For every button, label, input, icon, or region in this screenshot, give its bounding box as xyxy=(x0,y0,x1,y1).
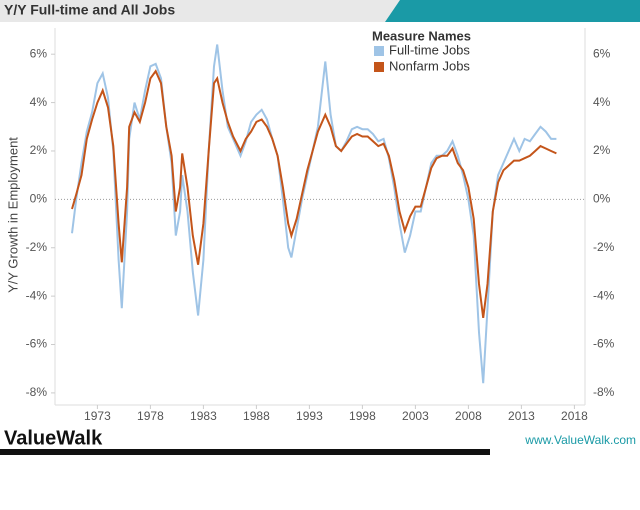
y-tick-label: 6% xyxy=(30,46,48,60)
y2-tick-label: 2% xyxy=(593,143,611,157)
y-tick-label: -8% xyxy=(26,385,48,399)
x-tick-label: 2003 xyxy=(402,409,429,423)
chart-title: Y/Y Full-time and All Jobs xyxy=(4,2,175,18)
y-axis-label: Y/Y Growth in Employment xyxy=(5,137,20,293)
x-tick-label: 1973 xyxy=(84,409,111,423)
x-tick-label: 1998 xyxy=(349,409,376,423)
y2-tick-label: -4% xyxy=(593,288,615,302)
brand: ValueWalk xyxy=(4,427,103,449)
x-tick-label: 1993 xyxy=(296,409,323,423)
x-tick-label: 1983 xyxy=(190,409,217,423)
y2-tick-label: -8% xyxy=(593,385,615,399)
y2-tick-label: 6% xyxy=(593,46,611,60)
series-line xyxy=(71,69,557,319)
legend-swatch xyxy=(374,62,384,72)
y-tick-label: 4% xyxy=(30,95,48,109)
title-accent xyxy=(385,0,640,22)
x-tick-label: 2018 xyxy=(561,409,588,423)
legend-title: Measure Names xyxy=(372,28,471,43)
x-tick-label: 1978 xyxy=(137,409,164,423)
y2-tick-label: 0% xyxy=(593,192,611,206)
legend-label: Nonfarm Jobs xyxy=(389,58,470,73)
y-tick-label: -2% xyxy=(26,240,48,254)
footer-bar xyxy=(0,449,490,455)
website: www.ValueWalk.com xyxy=(524,433,636,447)
x-tick-label: 2008 xyxy=(455,409,482,423)
y-tick-label: 0% xyxy=(30,192,48,206)
y-tick-label: -4% xyxy=(26,288,48,302)
y2-tick-label: -2% xyxy=(593,240,615,254)
y2-tick-label: -6% xyxy=(593,337,615,351)
legend-label: Full-time Jobs xyxy=(389,42,470,57)
y2-tick-label: 4% xyxy=(593,95,611,109)
x-tick-label: 1988 xyxy=(243,409,270,423)
y-tick-label: 2% xyxy=(30,143,48,157)
legend-swatch xyxy=(374,46,384,56)
series-line xyxy=(71,44,557,384)
y-tick-label: -6% xyxy=(26,337,48,351)
footer xyxy=(0,428,640,448)
x-tick-label: 2013 xyxy=(508,409,535,423)
